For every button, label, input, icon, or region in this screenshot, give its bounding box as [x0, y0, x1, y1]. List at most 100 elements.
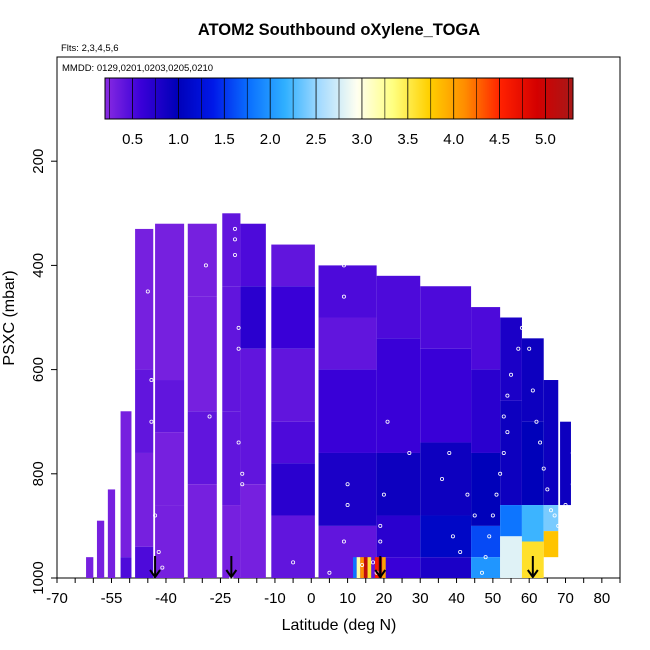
y-tick-label: 800	[30, 461, 47, 486]
heatmap-cell	[543, 531, 559, 558]
heatmap-cell	[222, 411, 241, 506]
sample-point	[447, 450, 452, 455]
sample-point	[145, 289, 150, 294]
x-tick-label: 80	[593, 590, 610, 607]
x-tick-label: -40	[155, 590, 177, 607]
colorbar-tick-label: 2.0	[260, 131, 281, 148]
heatmap-cell	[155, 432, 185, 506]
x-tick-label: 20	[376, 590, 393, 607]
heatmap-cell	[187, 223, 217, 297]
sample-point	[360, 562, 365, 567]
heatmap-cell	[240, 286, 266, 349]
heatmap-cell	[376, 275, 421, 339]
heatmap-cell	[271, 515, 315, 578]
heatmap-cell	[240, 223, 266, 287]
sample-point	[291, 560, 296, 565]
heatmap-cell	[376, 452, 421, 516]
heatmap-cell	[471, 307, 501, 370]
heatmap-cell	[353, 557, 357, 578]
colorbar-tick-label: 5.0	[535, 131, 556, 148]
sample-point	[327, 570, 332, 575]
heatmap-cell	[240, 348, 266, 485]
sample-point	[465, 492, 470, 497]
y-tick-label: 1000	[30, 561, 47, 594]
sample-point	[570, 482, 575, 487]
heatmap-cell	[420, 348, 472, 443]
heatmap-cell	[271, 463, 315, 516]
sample-point	[149, 419, 154, 424]
flights-note: Flts: 2,3,4,5,6	[61, 43, 119, 54]
sample-point	[527, 346, 532, 351]
colorbar-tick-label: 3.0	[352, 131, 373, 148]
heatmap-cell	[420, 557, 472, 578]
heatmap-cell	[360, 557, 364, 578]
colorbar-tick-label: 4.5	[489, 131, 510, 148]
heatmap-cell	[363, 557, 368, 578]
y-axis: 200 400 600 800 1000	[30, 149, 57, 595]
flight-arrow-head	[527, 569, 539, 579]
sample-points	[145, 190, 575, 581]
sample-point	[345, 503, 350, 508]
sample-point	[232, 237, 237, 242]
heatmap-cell	[222, 505, 241, 578]
heatmap-cell	[560, 421, 571, 506]
sample-point	[552, 513, 557, 518]
x-axis: -70 -55 -40 -25 -10 0 10 20 30 40 50 60 70 80	[46, 578, 621, 607]
sample-point	[232, 226, 237, 231]
colorbar-tick-label: 1.0	[168, 131, 189, 148]
heatmap-cell	[318, 317, 377, 370]
sample-point	[371, 560, 376, 565]
heatmap-cell	[86, 557, 94, 578]
heatmap-cell	[318, 452, 377, 526]
heatmap-cell	[521, 505, 544, 542]
sample-point	[458, 549, 463, 554]
heatmap-cell	[222, 213, 241, 287]
heatmap-cell	[271, 348, 315, 422]
heatmap-cell	[107, 489, 116, 578]
x-tick-label: -25	[210, 590, 232, 607]
sample-point	[341, 263, 346, 268]
heatmap-cell	[120, 557, 132, 578]
sample-point	[240, 482, 245, 487]
heatmap-cell	[500, 505, 522, 537]
heatmap-cell	[471, 369, 501, 453]
sample-point	[203, 263, 208, 268]
sample-point	[570, 450, 575, 455]
sample-point	[541, 466, 546, 471]
sample-point	[385, 419, 390, 424]
x-tick-label: 50	[485, 590, 502, 607]
sample-point	[490, 513, 495, 518]
y-axis-label: PSXC (mbar)	[1, 270, 18, 365]
sample-point	[381, 492, 386, 497]
sample-point	[479, 570, 484, 575]
heatmap-cell	[471, 525, 501, 558]
heatmap-cell	[187, 296, 217, 412]
sample-point	[450, 534, 455, 539]
sample-point	[149, 378, 154, 383]
heatmap-cell	[318, 369, 377, 453]
sample-point	[516, 346, 521, 351]
heatmap-cell	[376, 338, 421, 453]
sample-point	[341, 294, 346, 299]
heatmap-cell	[521, 421, 544, 506]
heatmap-cell	[543, 505, 559, 532]
colorbar-tick-label: 0.5	[122, 131, 143, 148]
sample-point	[501, 414, 506, 419]
sample-point	[494, 492, 499, 497]
heatmap-cell	[135, 228, 154, 370]
sample-point	[236, 346, 241, 351]
dates-note: MMDD: 0129,0201,0203,0205,0210	[62, 63, 213, 74]
sample-point	[378, 539, 383, 544]
flight-arrow-head	[225, 569, 238, 579]
heatmap-cell	[187, 484, 217, 578]
sample-point	[523, 305, 528, 310]
heatmap-cell	[376, 515, 421, 558]
x-tick-label: 70	[557, 590, 574, 607]
x-tick-label: 10	[339, 590, 356, 607]
heatmap-cell	[500, 317, 522, 401]
flight-arrow-head	[149, 569, 161, 579]
colorbar-tick-label: 2.5	[306, 131, 327, 148]
sample-point	[236, 440, 241, 445]
heatmap-cell	[500, 536, 522, 578]
x-tick-label: 30	[412, 590, 429, 607]
